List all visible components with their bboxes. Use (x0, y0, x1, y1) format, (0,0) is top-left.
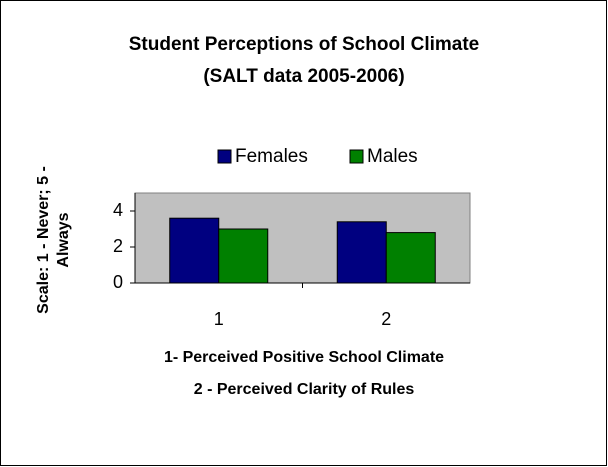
legend-label: Females (235, 146, 308, 167)
annotation: 2 - Perceived Clarity of Rules (194, 381, 415, 398)
y-axis-label: Scale: 1 - Never; 5 - (35, 166, 52, 314)
chart-subtitle: (SALT data 2005-2006) (203, 66, 404, 87)
bar (385, 232, 436, 284)
x-tick-label: 1 (214, 309, 224, 329)
y-tick-label: 4 (113, 200, 123, 220)
annotation: 1- Perceived Positive School Climate (164, 349, 444, 366)
chart-title: Student Perceptions of School Climate (129, 34, 480, 55)
legend-swatch (349, 149, 364, 164)
legend-label: Males (367, 146, 418, 167)
y-axis-label: Always (55, 212, 72, 267)
x-tick-label: 2 (381, 309, 391, 329)
bar (218, 228, 269, 284)
y-tick-label: 0 (113, 272, 123, 292)
bar (336, 221, 387, 284)
bar (169, 217, 220, 284)
legend-swatch (217, 149, 232, 164)
y-tick-label: 2 (113, 236, 123, 256)
